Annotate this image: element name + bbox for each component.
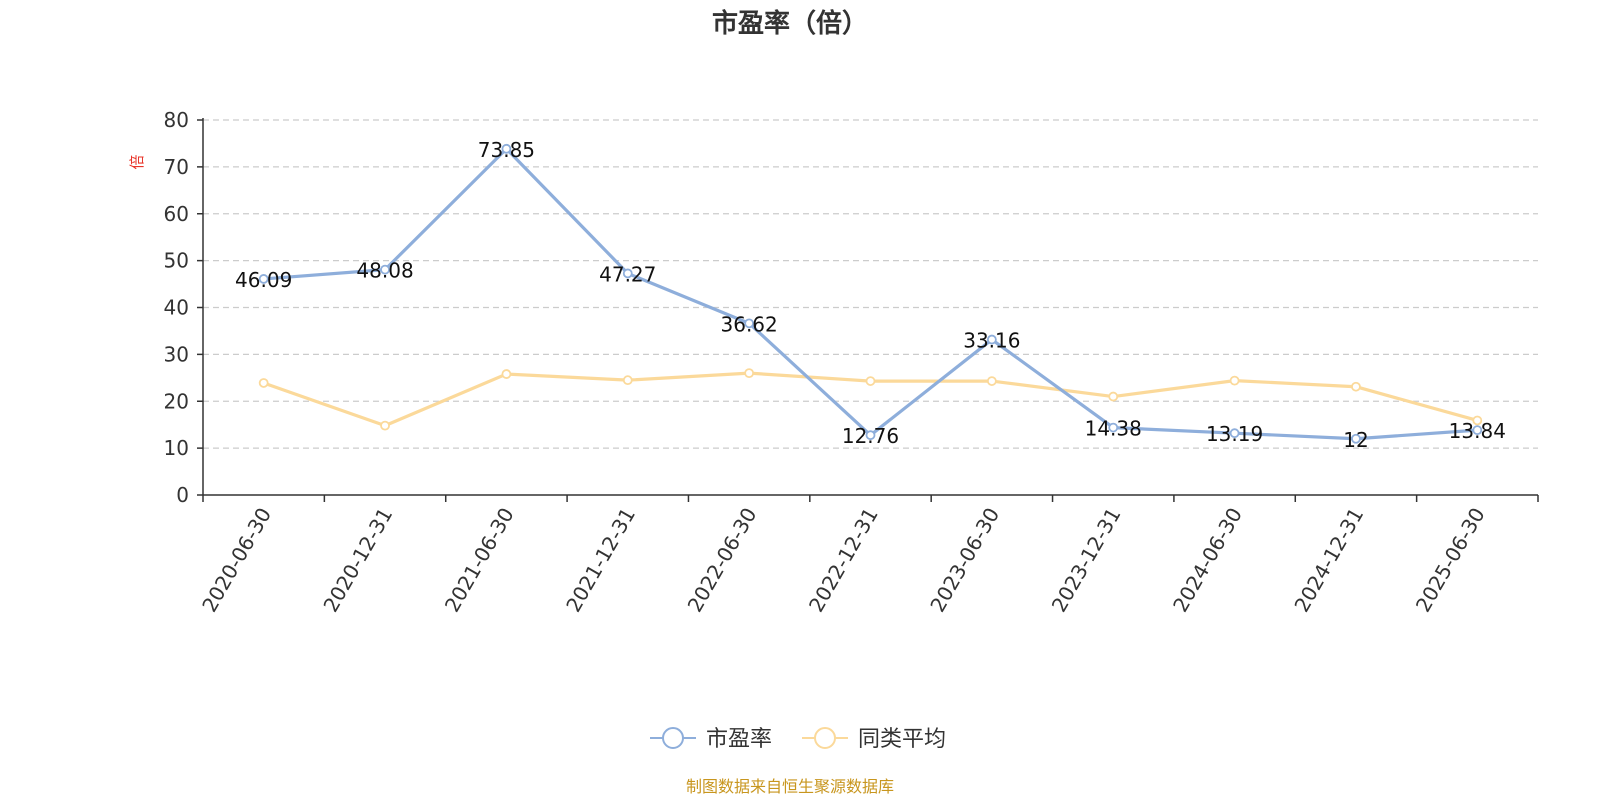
data-point[interactable] [1108, 422, 1119, 433]
data-point[interactable] [1229, 375, 1240, 386]
data-label: 36.62 [721, 312, 778, 336]
x-tick-label: 2022-12-31 [804, 504, 883, 617]
y-axis-unit-label: 倍 [128, 154, 146, 169]
x-tick-label: 2021-06-30 [440, 504, 519, 617]
x-tick-label: 2020-06-30 [197, 504, 276, 617]
data-label: 48.08 [356, 259, 413, 283]
data-label: 13.19 [1206, 422, 1263, 446]
series-line [262, 147, 1479, 441]
x-tick-label: 2021-12-31 [561, 504, 640, 617]
data-label: 33.16 [963, 329, 1020, 353]
data-label: 12.76 [842, 424, 899, 448]
data-point[interactable] [622, 375, 633, 386]
y-tick-label: 80 [164, 108, 189, 132]
y-tick-label: 60 [164, 202, 189, 226]
legend-label: 市盈率 [706, 727, 772, 752]
data-label: 14.38 [1085, 417, 1142, 441]
data-point[interactable] [744, 368, 755, 379]
legend-marker-icon [662, 727, 684, 749]
data-point[interactable] [1472, 425, 1483, 436]
x-tick-label: 2023-12-31 [1047, 504, 1126, 617]
axes: 0 10 20 30 40 50 60 70 80 2020-06-30 2020-12-31 202… [164, 108, 1539, 617]
data-label: 47.27 [599, 262, 656, 286]
data-point[interactable] [865, 376, 876, 386]
x-tick-label: 2022-06-30 [683, 504, 762, 617]
data-point[interactable] [744, 318, 755, 329]
data-point[interactable] [986, 376, 997, 386]
data-label: 13.84 [1449, 419, 1506, 443]
y-tick-label: 30 [164, 342, 189, 366]
data-point[interactable] [380, 264, 390, 275]
data-point[interactable] [1472, 415, 1483, 426]
x-tick-label: 2024-06-30 [1168, 504, 1247, 617]
legend-marker-icon [814, 727, 836, 749]
chart-title: 市盈率（倍） [712, 8, 868, 39]
data-point[interactable] [258, 274, 269, 284]
data-point[interactable] [501, 369, 512, 379]
y-tick-label: 50 [164, 249, 189, 273]
y-tick-label: 40 [164, 296, 189, 320]
series-lines [258, 143, 1483, 444]
legend-item[interactable]: 市盈率 [650, 727, 772, 752]
data-source-note: 制图数据来自恒生聚源数据库 [686, 777, 894, 796]
y-tick-label: 0 [176, 483, 189, 507]
y-tick-label: 10 [164, 436, 189, 460]
data-label: 46.09 [235, 268, 292, 292]
data-point[interactable] [986, 334, 997, 345]
data-point[interactable] [1351, 381, 1361, 392]
legend[interactable]: 市盈率 同类平均 [650, 727, 946, 752]
legend-label: 同类平均 [858, 727, 946, 752]
x-tick-label: 2023-06-30 [925, 504, 1004, 617]
data-label: 12 [1343, 428, 1368, 452]
data-point[interactable] [1229, 428, 1240, 439]
x-tick-label: 2025-06-30 [1411, 504, 1490, 617]
data-point[interactable] [1351, 433, 1361, 444]
data-point[interactable] [865, 430, 876, 441]
y-tick-label: 70 [164, 155, 189, 179]
x-tick-label: 2020-12-31 [318, 504, 397, 617]
data-labels: 46.09 48.08 73.85 47.27 36.62 12.76 33.16 14.38… [235, 138, 1506, 452]
y-tick-label: 20 [164, 389, 189, 413]
data-label: 73.85 [478, 138, 535, 162]
data-point[interactable] [258, 378, 269, 388]
x-tick-label: 2024-12-31 [1289, 504, 1368, 617]
data-point[interactable] [622, 268, 633, 279]
data-point[interactable] [501, 143, 512, 154]
grid-lines [203, 119, 1538, 449]
data-point[interactable] [1108, 391, 1119, 402]
legend-item[interactable]: 同类平均 [802, 727, 946, 752]
data-point[interactable] [380, 420, 390, 431]
